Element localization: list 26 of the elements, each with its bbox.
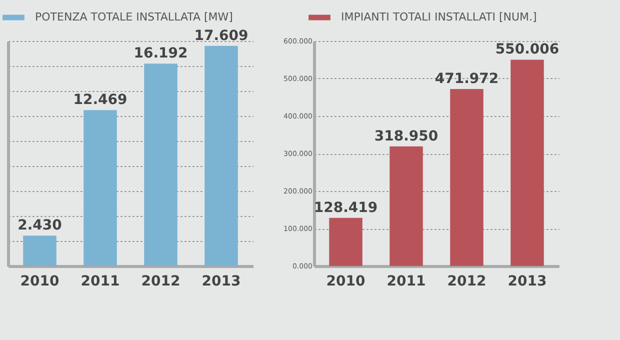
x-tick-label: 2010 (20, 274, 60, 290)
data-label: 128.419 (314, 200, 378, 216)
x-tick-label: 2012 (141, 274, 180, 290)
legend-label: IMPIANTI TOTALI INSTALLATI [NUM.] (341, 10, 537, 24)
data-label: 12.469 (73, 92, 128, 108)
x-tick-label: 2010 (326, 274, 366, 290)
bar (390, 146, 423, 266)
data-label: 2.430 (18, 218, 62, 234)
data-label: 16.192 (134, 46, 188, 62)
x-tick-label: 2013 (508, 274, 547, 290)
bar (23, 236, 56, 266)
legend-label: POTENZA TOTALE INSTALLATA [MW] (35, 10, 233, 24)
bar (144, 64, 178, 266)
x-tick-label: 2011 (80, 274, 120, 290)
x-tick-label: 2011 (386, 274, 426, 290)
data-label: 17.609 (194, 28, 248, 44)
x-tick-label: 2013 (202, 274, 241, 290)
bar (84, 110, 117, 266)
bar (510, 60, 544, 266)
bar (450, 89, 484, 266)
data-label: 318.950 (374, 128, 438, 144)
data-label: 550.006 (495, 42, 560, 58)
bar (204, 46, 238, 266)
x-tick-label: 2012 (447, 274, 486, 290)
bar (329, 218, 362, 266)
data-label: 471.972 (434, 71, 499, 88)
